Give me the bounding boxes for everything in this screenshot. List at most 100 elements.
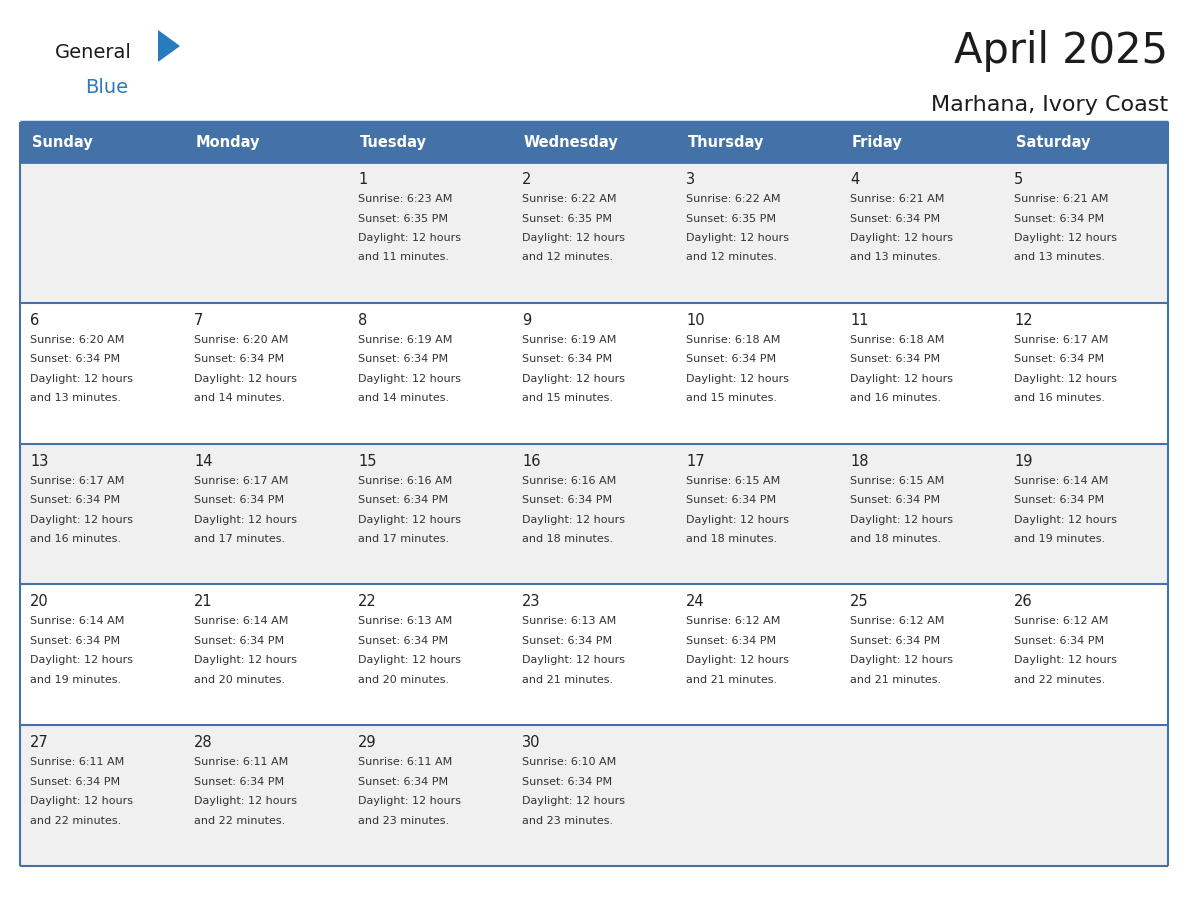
Text: Daylight: 12 hours: Daylight: 12 hours [685, 233, 789, 243]
Text: Sunrise: 6:23 AM: Sunrise: 6:23 AM [358, 194, 453, 204]
Text: Sunset: 6:35 PM: Sunset: 6:35 PM [522, 214, 612, 223]
Text: and 16 minutes.: and 16 minutes. [1015, 393, 1105, 403]
Text: Sunrise: 6:17 AM: Sunrise: 6:17 AM [30, 476, 125, 486]
Text: Daylight: 12 hours: Daylight: 12 hours [358, 796, 461, 806]
Text: and 17 minutes.: and 17 minutes. [358, 534, 449, 544]
Text: 22: 22 [358, 594, 377, 610]
Text: Friday: Friday [852, 135, 903, 150]
Text: Sunset: 6:34 PM: Sunset: 6:34 PM [358, 636, 448, 646]
Text: Sunrise: 6:21 AM: Sunrise: 6:21 AM [849, 194, 944, 204]
Bar [20, 303, 1168, 443]
Text: Sunrise: 6:12 AM: Sunrise: 6:12 AM [1015, 616, 1108, 626]
Text: Sunrise: 6:19 AM: Sunrise: 6:19 AM [358, 335, 453, 345]
Text: Sunset: 6:34 PM: Sunset: 6:34 PM [685, 495, 776, 505]
Text: and 13 minutes.: and 13 minutes. [1015, 252, 1105, 263]
Text: 15: 15 [358, 453, 377, 468]
Text: Tuesday: Tuesday [360, 135, 426, 150]
Text: Sunset: 6:34 PM: Sunset: 6:34 PM [358, 495, 448, 505]
Text: Wednesday: Wednesday [524, 135, 619, 150]
Text: and 23 minutes.: and 23 minutes. [358, 816, 449, 825]
Bar [20, 725, 1168, 866]
Text: and 16 minutes.: and 16 minutes. [849, 393, 941, 403]
Text: Daylight: 12 hours: Daylight: 12 hours [194, 796, 297, 806]
Text: 16: 16 [522, 453, 541, 468]
Text: Daylight: 12 hours: Daylight: 12 hours [522, 796, 625, 806]
Text: Sunset: 6:34 PM: Sunset: 6:34 PM [1015, 495, 1104, 505]
Text: 17: 17 [685, 453, 704, 468]
Text: Sunset: 6:34 PM: Sunset: 6:34 PM [30, 354, 120, 364]
Text: and 22 minutes.: and 22 minutes. [1015, 675, 1105, 685]
Text: Daylight: 12 hours: Daylight: 12 hours [30, 374, 133, 384]
Text: 21: 21 [194, 594, 213, 610]
Polygon shape [158, 30, 181, 62]
Text: Daylight: 12 hours: Daylight: 12 hours [849, 655, 953, 666]
Text: Sunset: 6:34 PM: Sunset: 6:34 PM [1015, 354, 1104, 364]
Text: and 14 minutes.: and 14 minutes. [194, 393, 285, 403]
Text: and 15 minutes.: and 15 minutes. [685, 393, 777, 403]
Text: Sunset: 6:34 PM: Sunset: 6:34 PM [522, 636, 612, 646]
Text: 10: 10 [685, 313, 704, 328]
Text: 18: 18 [849, 453, 868, 468]
Bar [20, 122, 1168, 162]
Text: and 19 minutes.: and 19 minutes. [1015, 534, 1105, 544]
Text: Sunrise: 6:18 AM: Sunrise: 6:18 AM [849, 335, 944, 345]
Text: Sunset: 6:34 PM: Sunset: 6:34 PM [522, 777, 612, 787]
Bar [20, 585, 1168, 725]
Text: 20: 20 [30, 594, 49, 610]
Text: Sunrise: 6:14 AM: Sunrise: 6:14 AM [194, 616, 289, 626]
Text: Sunset: 6:34 PM: Sunset: 6:34 PM [194, 636, 284, 646]
Text: Sunday: Sunday [32, 135, 93, 150]
Text: General: General [55, 43, 132, 62]
Text: Sunrise: 6:12 AM: Sunrise: 6:12 AM [849, 616, 944, 626]
Text: Daylight: 12 hours: Daylight: 12 hours [1015, 655, 1117, 666]
Text: 14: 14 [194, 453, 213, 468]
Text: 24: 24 [685, 594, 704, 610]
Text: Daylight: 12 hours: Daylight: 12 hours [1015, 233, 1117, 243]
Text: and 18 minutes.: and 18 minutes. [849, 534, 941, 544]
Text: Sunrise: 6:20 AM: Sunrise: 6:20 AM [194, 335, 289, 345]
Text: 8: 8 [358, 313, 367, 328]
Text: Daylight: 12 hours: Daylight: 12 hours [522, 515, 625, 524]
Text: Saturday: Saturday [1016, 135, 1091, 150]
Text: 3: 3 [685, 172, 695, 187]
Text: 30: 30 [522, 735, 541, 750]
Text: Daylight: 12 hours: Daylight: 12 hours [685, 655, 789, 666]
Text: Sunrise: 6:17 AM: Sunrise: 6:17 AM [194, 476, 289, 486]
Text: 5: 5 [1015, 172, 1023, 187]
Text: and 13 minutes.: and 13 minutes. [849, 252, 941, 263]
Text: and 15 minutes.: and 15 minutes. [522, 393, 613, 403]
Text: 2: 2 [522, 172, 531, 187]
Text: Daylight: 12 hours: Daylight: 12 hours [522, 233, 625, 243]
Text: Sunset: 6:34 PM: Sunset: 6:34 PM [30, 777, 120, 787]
Text: Daylight: 12 hours: Daylight: 12 hours [194, 655, 297, 666]
Text: Sunset: 6:34 PM: Sunset: 6:34 PM [522, 495, 612, 505]
Text: Sunset: 6:34 PM: Sunset: 6:34 PM [849, 214, 940, 223]
Text: and 23 minutes.: and 23 minutes. [522, 816, 613, 825]
Text: Sunrise: 6:22 AM: Sunrise: 6:22 AM [685, 194, 781, 204]
Text: Sunset: 6:34 PM: Sunset: 6:34 PM [849, 495, 940, 505]
Text: and 12 minutes.: and 12 minutes. [685, 252, 777, 263]
Text: 25: 25 [849, 594, 868, 610]
Text: Sunrise: 6:19 AM: Sunrise: 6:19 AM [522, 335, 617, 345]
Text: Sunset: 6:34 PM: Sunset: 6:34 PM [30, 636, 120, 646]
Text: Sunset: 6:34 PM: Sunset: 6:34 PM [849, 636, 940, 646]
Text: 23: 23 [522, 594, 541, 610]
Text: Sunset: 6:35 PM: Sunset: 6:35 PM [685, 214, 776, 223]
Text: 29: 29 [358, 735, 377, 750]
Text: Sunrise: 6:20 AM: Sunrise: 6:20 AM [30, 335, 125, 345]
Text: Sunrise: 6:16 AM: Sunrise: 6:16 AM [522, 476, 617, 486]
Text: Sunrise: 6:11 AM: Sunrise: 6:11 AM [358, 757, 453, 767]
Text: Daylight: 12 hours: Daylight: 12 hours [358, 374, 461, 384]
Text: Sunset: 6:34 PM: Sunset: 6:34 PM [30, 495, 120, 505]
Text: and 22 minutes.: and 22 minutes. [194, 816, 285, 825]
Text: 11: 11 [849, 313, 868, 328]
Text: Sunrise: 6:13 AM: Sunrise: 6:13 AM [358, 616, 453, 626]
Text: Sunset: 6:34 PM: Sunset: 6:34 PM [358, 354, 448, 364]
Text: and 11 minutes.: and 11 minutes. [358, 252, 449, 263]
Text: Sunset: 6:34 PM: Sunset: 6:34 PM [1015, 636, 1104, 646]
Text: Sunrise: 6:16 AM: Sunrise: 6:16 AM [358, 476, 453, 486]
Text: Daylight: 12 hours: Daylight: 12 hours [358, 515, 461, 524]
Text: Sunset: 6:34 PM: Sunset: 6:34 PM [194, 495, 284, 505]
Text: and 17 minutes.: and 17 minutes. [194, 534, 285, 544]
Text: 13: 13 [30, 453, 49, 468]
